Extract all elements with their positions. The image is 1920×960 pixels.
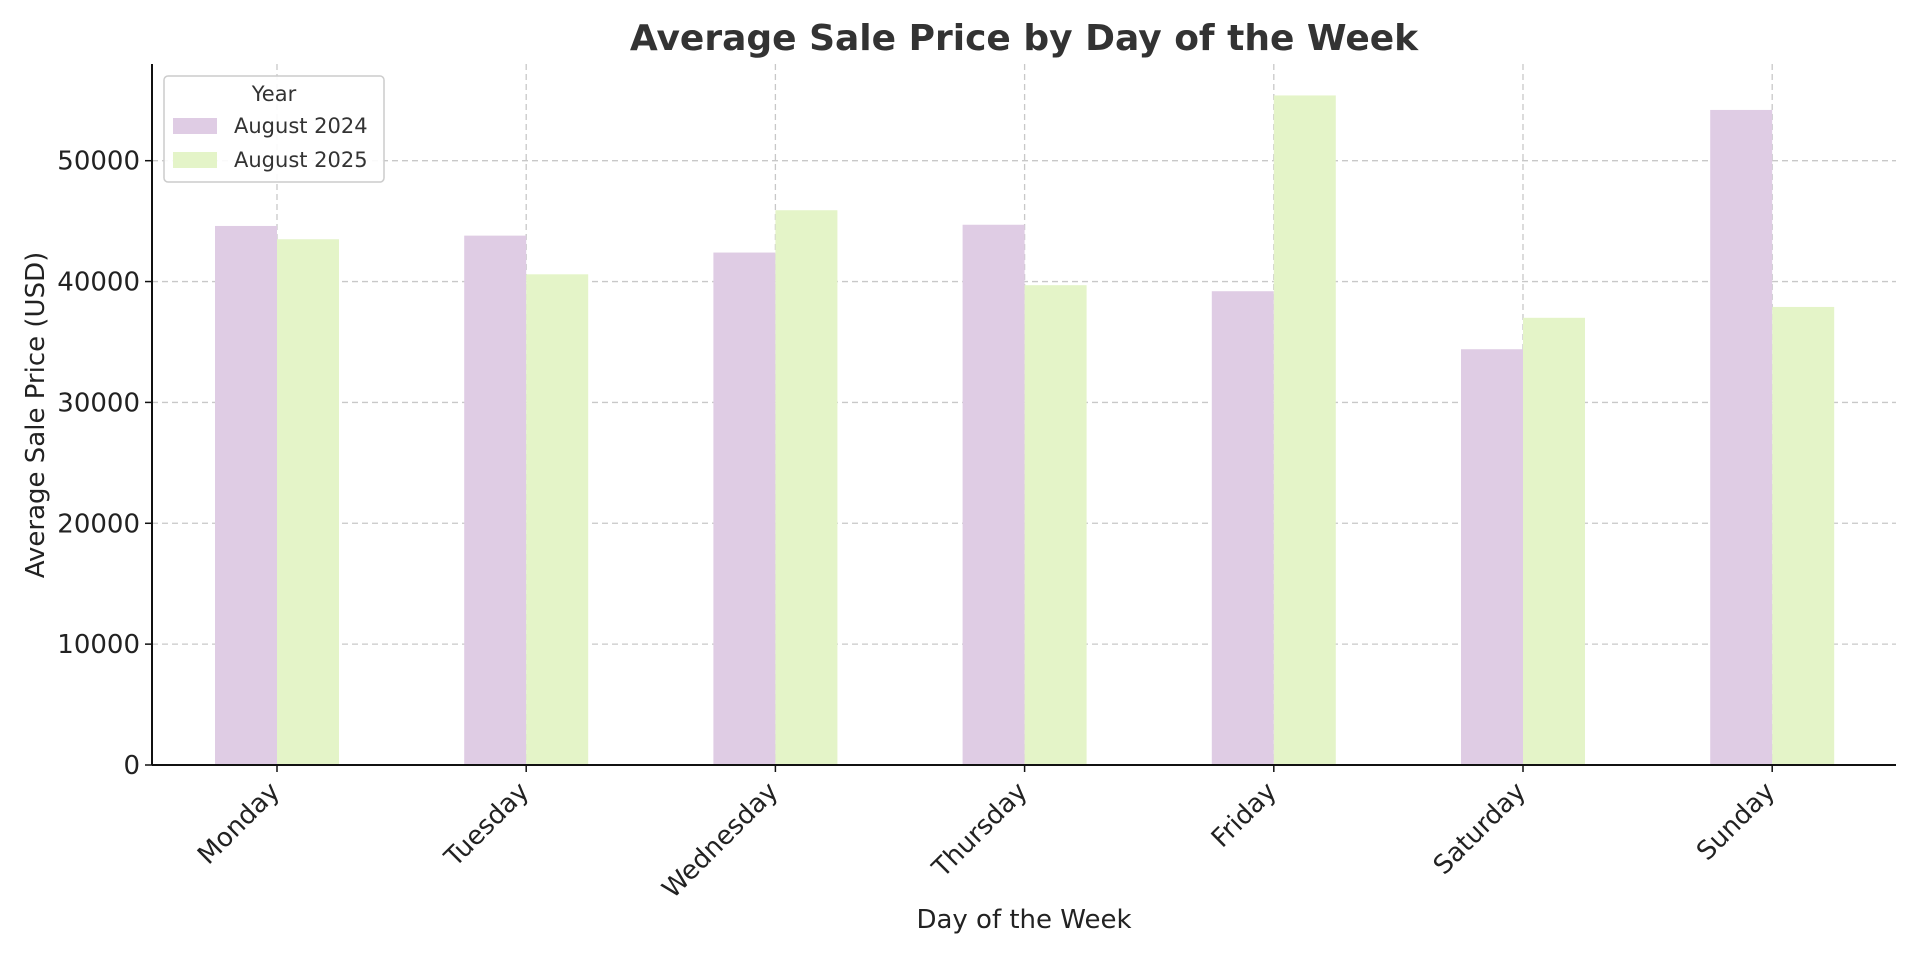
- bar-series-1-friday: [1211, 291, 1274, 765]
- bar-series-2-friday: [1273, 95, 1336, 766]
- x-axis-label: Day of the Week: [916, 905, 1131, 935]
- y-tick-label: 20000: [57, 509, 140, 539]
- x-tick-label: Thursday: [926, 777, 1033, 884]
- x-axis-ticks: Monday Tuesday Wednesday Thursday Friday Satu…: [192, 765, 1781, 904]
- bar-series-2-wednesday: [775, 210, 838, 765]
- bar-series-2-saturday: [1523, 317, 1585, 765]
- x-tick-label: Tuesday: [438, 777, 535, 874]
- legend-box: [163, 75, 385, 183]
- y-tick-label: 40000: [57, 268, 140, 298]
- bar-series-1-wednesday: [713, 252, 776, 766]
- chart-title: Average Sale Price by Day of the Week: [630, 18, 1419, 59]
- y-axis-label: Average Sale Price (USD): [21, 252, 51, 579]
- bars: [215, 95, 1835, 766]
- legend-title: Year: [251, 82, 297, 106]
- legend-label: August 2024: [234, 114, 368, 138]
- legend: Year August 2024 August 2025: [163, 75, 385, 183]
- legend-items: August 2024 August 2025: [173, 114, 368, 172]
- y-tick-label: 0: [123, 751, 140, 781]
- bar-series-2-thursday: [1024, 285, 1087, 765]
- x-tick-label: Wednesday: [657, 777, 785, 905]
- bar-series-2-sunday: [1772, 306, 1835, 765]
- x-tick-label: Saturday: [1428, 777, 1532, 881]
- bar-series-2-tuesday: [526, 274, 589, 765]
- legend-swatch: [173, 118, 217, 134]
- legend-swatch: [173, 152, 217, 168]
- y-tick-label: 30000: [57, 388, 140, 418]
- x-tick-label: Sunday: [1691, 777, 1781, 867]
- bar-series-1-thursday: [962, 224, 1025, 765]
- x-tick-label: Monday: [192, 777, 286, 871]
- bar-series-2-monday: [277, 239, 339, 765]
- bar-series-1-sunday: [1710, 109, 1773, 765]
- x-tick-label: Friday: [1206, 777, 1283, 854]
- y-tick-label: 50000: [57, 147, 140, 177]
- bar-series-1-monday: [215, 225, 277, 765]
- bar-series-1-tuesday: [464, 235, 527, 765]
- y-tick-label: 10000: [57, 630, 140, 660]
- y-axis-ticks: 0 10000 20000 30000 40000 50000: [57, 147, 152, 781]
- bar-series-1-saturday: [1461, 349, 1523, 765]
- legend-label: August 2025: [234, 148, 368, 172]
